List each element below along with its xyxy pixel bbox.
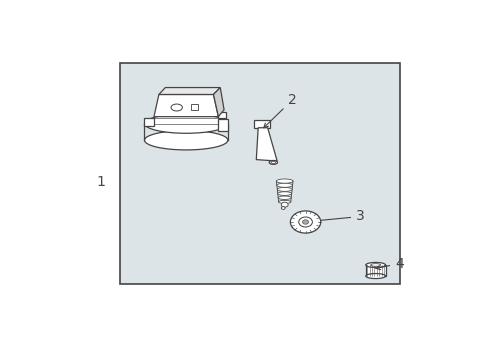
Ellipse shape xyxy=(278,196,291,199)
Polygon shape xyxy=(159,87,220,94)
Circle shape xyxy=(298,217,312,227)
Ellipse shape xyxy=(370,264,380,266)
Ellipse shape xyxy=(144,131,227,150)
Polygon shape xyxy=(213,87,224,117)
Ellipse shape xyxy=(171,104,182,111)
Bar xyxy=(365,265,385,276)
Circle shape xyxy=(290,211,320,233)
Circle shape xyxy=(302,220,308,224)
Polygon shape xyxy=(256,128,277,161)
Bar xyxy=(254,120,269,128)
Polygon shape xyxy=(218,120,227,131)
Ellipse shape xyxy=(281,207,285,210)
Polygon shape xyxy=(154,94,218,117)
Text: 2: 2 xyxy=(263,93,296,128)
Ellipse shape xyxy=(276,183,292,187)
Ellipse shape xyxy=(144,114,227,133)
Ellipse shape xyxy=(281,202,287,207)
Ellipse shape xyxy=(276,179,292,183)
Text: 3: 3 xyxy=(313,210,364,224)
Ellipse shape xyxy=(277,188,291,191)
Ellipse shape xyxy=(277,192,291,195)
Text: 4: 4 xyxy=(375,257,403,271)
Bar xyxy=(120,63,400,284)
Ellipse shape xyxy=(268,161,277,164)
Ellipse shape xyxy=(278,201,290,203)
Polygon shape xyxy=(218,112,225,118)
Ellipse shape xyxy=(270,161,275,163)
Text: 1: 1 xyxy=(96,175,105,189)
Polygon shape xyxy=(144,118,154,126)
Ellipse shape xyxy=(365,262,385,267)
Ellipse shape xyxy=(365,274,385,279)
Bar xyxy=(190,104,198,110)
